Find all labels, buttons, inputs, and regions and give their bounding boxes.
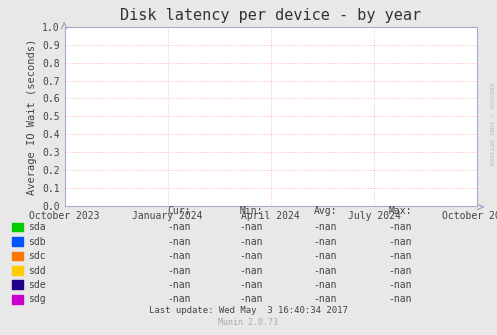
Text: -nan: -nan: [239, 222, 263, 232]
Text: -nan: -nan: [314, 266, 337, 276]
Text: -nan: -nan: [388, 251, 412, 261]
Text: -nan: -nan: [167, 237, 191, 247]
Text: Min:: Min:: [239, 206, 263, 216]
Text: sda: sda: [28, 222, 46, 232]
Text: -nan: -nan: [239, 251, 263, 261]
Text: -nan: -nan: [239, 280, 263, 290]
Text: sde: sde: [28, 280, 46, 290]
Text: Last update: Wed May  3 16:40:34 2017: Last update: Wed May 3 16:40:34 2017: [149, 306, 348, 315]
Text: sdb: sdb: [28, 237, 46, 247]
Text: -nan: -nan: [388, 222, 412, 232]
Text: -nan: -nan: [167, 251, 191, 261]
Text: Avg:: Avg:: [314, 206, 337, 216]
Text: -nan: -nan: [239, 237, 263, 247]
Text: sdd: sdd: [28, 266, 46, 276]
Text: Munin 2.0.73: Munin 2.0.73: [219, 318, 278, 327]
Text: -nan: -nan: [314, 280, 337, 290]
Text: -nan: -nan: [167, 294, 191, 305]
Text: sdc: sdc: [28, 251, 46, 261]
Text: Cur:: Cur:: [167, 206, 191, 216]
Text: Max:: Max:: [388, 206, 412, 216]
Y-axis label: Average IO Wait (seconds): Average IO Wait (seconds): [26, 38, 37, 195]
Text: -nan: -nan: [239, 294, 263, 305]
Text: sdg: sdg: [28, 294, 46, 305]
Text: -nan: -nan: [167, 280, 191, 290]
Text: -nan: -nan: [239, 266, 263, 276]
Text: -nan: -nan: [167, 266, 191, 276]
Text: -nan: -nan: [388, 280, 412, 290]
Text: -nan: -nan: [388, 266, 412, 276]
Text: RRDTOOL / TOBI OETIKER: RRDTOOL / TOBI OETIKER: [489, 83, 494, 165]
Text: -nan: -nan: [314, 294, 337, 305]
Text: -nan: -nan: [167, 222, 191, 232]
Title: Disk latency per device - by year: Disk latency per device - by year: [120, 8, 421, 23]
Text: -nan: -nan: [314, 251, 337, 261]
Text: -nan: -nan: [314, 222, 337, 232]
Text: -nan: -nan: [388, 237, 412, 247]
Text: -nan: -nan: [314, 237, 337, 247]
Text: -nan: -nan: [388, 294, 412, 305]
